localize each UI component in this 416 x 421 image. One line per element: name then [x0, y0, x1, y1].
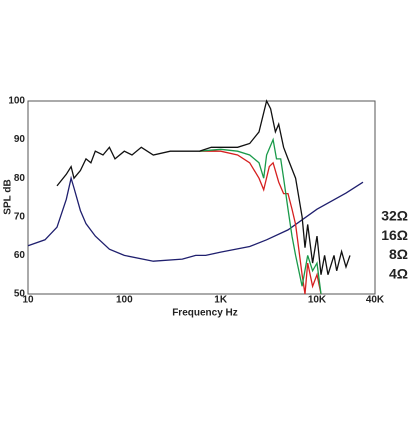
series-line: [27, 175, 364, 262]
y2-tick-label: 16Ω: [381, 227, 408, 243]
x-tick-label: 100: [116, 295, 133, 306]
y-tick-label: 90: [14, 134, 26, 145]
y-tick-label: 60: [14, 250, 26, 261]
x-tick-label: 1K: [214, 295, 228, 306]
x-tick-label: 40K: [366, 295, 385, 306]
series-line: [56, 99, 351, 275]
x-tick-label: 10: [22, 295, 34, 306]
series-line: [199, 137, 322, 295]
y-axis-label: SPL dB: [3, 179, 14, 214]
y-tick-label: 50: [14, 289, 26, 300]
y-tick-label: 80: [14, 173, 26, 184]
y2-tick-label: 8Ω: [389, 246, 408, 262]
y-tick-label: 100: [8, 96, 25, 107]
y2-tick-label: 32Ω: [381, 208, 408, 224]
series-line: [199, 150, 322, 295]
x-tick-label: 10K: [308, 295, 327, 306]
y-tick-label: 70: [14, 211, 26, 222]
y2-tick-label: 4Ω: [389, 265, 408, 281]
x-axis-label: Frequency Hz: [172, 308, 238, 319]
